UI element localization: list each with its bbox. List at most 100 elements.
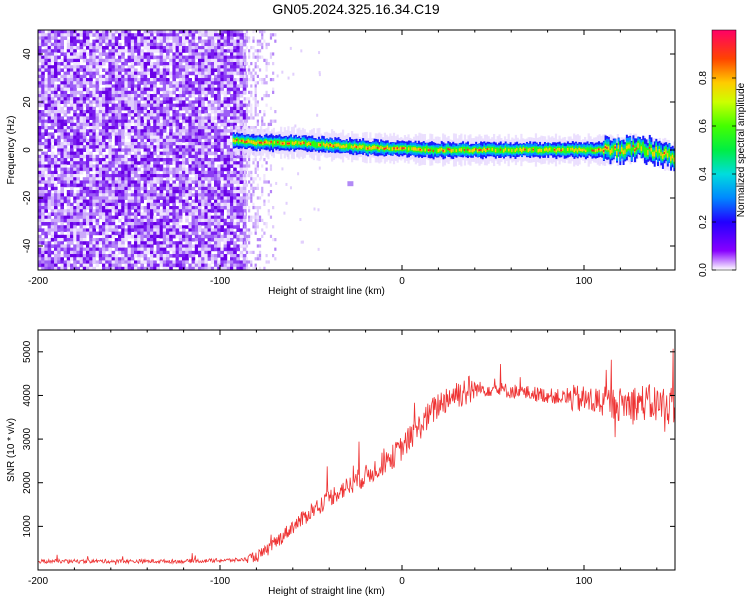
noise-cell <box>150 225 154 229</box>
noise-cell <box>223 154 228 159</box>
noise-cell <box>207 52 212 56</box>
noise-cell <box>121 190 125 194</box>
sparse-cell <box>256 257 259 261</box>
noise-cell <box>60 206 64 210</box>
noise-cell <box>150 167 154 172</box>
noise-cell <box>159 68 164 72</box>
noise-cell <box>121 116 125 120</box>
noise-cell <box>239 65 244 69</box>
noise-cell <box>102 164 106 168</box>
noise-cell <box>127 209 132 213</box>
noise-cell <box>114 161 119 165</box>
noise-cell <box>95 42 100 47</box>
noise-cell <box>198 126 202 130</box>
noise-cell <box>44 46 48 50</box>
noise-cell <box>146 202 151 207</box>
noise-cell <box>194 241 199 245</box>
faint-cell <box>318 166 321 170</box>
noise-cell <box>127 257 132 261</box>
noise-cell <box>230 87 234 92</box>
noise-cell <box>172 142 176 146</box>
noise-cell <box>172 228 176 232</box>
noise-cell <box>76 132 80 136</box>
noise-cell <box>172 58 176 63</box>
noise-cell <box>162 183 167 188</box>
noise-cell <box>47 62 52 66</box>
noise-cell <box>150 116 154 120</box>
faint-cell <box>318 71 321 75</box>
noise-cell <box>162 126 167 130</box>
noise-cell <box>66 100 71 104</box>
noise-cell <box>156 78 160 82</box>
noise-cell <box>54 103 58 108</box>
noise-cell <box>220 55 224 60</box>
noise-cell <box>95 170 100 175</box>
noise-cell <box>50 186 55 191</box>
noise-cell <box>191 170 196 175</box>
noise-cell <box>140 212 144 216</box>
noise-cell <box>95 225 100 229</box>
noise-cell <box>48 270 52 274</box>
noise-cell <box>108 244 112 248</box>
noise-cell <box>201 202 205 207</box>
noise-cell <box>137 270 141 274</box>
noise-cell <box>89 154 93 159</box>
noise-cell <box>236 199 240 204</box>
sparse-cell <box>258 42 262 46</box>
sparse-cell <box>265 94 268 98</box>
noise-cell <box>226 103 231 108</box>
noise-cell <box>44 167 48 172</box>
noise-cell <box>198 33 202 37</box>
noise-cell <box>207 142 212 146</box>
noise-cell <box>236 196 240 200</box>
noise-cell <box>79 193 84 197</box>
noise-cell <box>217 222 221 226</box>
noise-cell <box>44 228 48 232</box>
noise-cell <box>162 161 167 165</box>
noise-cell <box>191 231 196 236</box>
noise-cell <box>226 46 231 50</box>
noise-cell <box>236 164 240 168</box>
noise-cell <box>162 158 167 162</box>
noise-cell <box>60 167 64 172</box>
noise-cell <box>242 257 247 261</box>
noise-cell <box>150 170 154 175</box>
noise-cell <box>182 263 186 268</box>
noise-cell <box>223 116 228 120</box>
noise-cell <box>60 132 64 136</box>
noise-cell <box>137 71 141 76</box>
noise-cell <box>162 260 167 264</box>
noise-cell <box>124 177 128 181</box>
noise-cell <box>60 183 64 188</box>
noise-cell <box>105 90 109 95</box>
sparse-cell <box>254 94 257 98</box>
noise-cell <box>79 190 84 194</box>
noise-cell <box>57 135 61 140</box>
noise-cell <box>150 55 154 60</box>
noise-cell <box>127 266 132 270</box>
noise-cell <box>182 154 186 159</box>
noise-cell <box>188 58 192 63</box>
noise-cell <box>70 225 74 229</box>
noise-cell <box>47 30 52 34</box>
noise-cell <box>130 158 135 162</box>
noise-cell <box>166 87 170 92</box>
noise-cell <box>44 158 48 162</box>
noise-cell <box>204 170 208 175</box>
noise-cell <box>118 97 122 101</box>
noise-cell <box>223 135 228 140</box>
noise-cell <box>140 222 144 226</box>
noise-cell <box>239 126 244 130</box>
noise-cell <box>130 58 135 63</box>
noise-cell <box>214 81 218 85</box>
noise-cell <box>66 49 71 53</box>
noise-cell <box>76 138 80 143</box>
noise-cell <box>111 241 116 245</box>
noise-cell <box>239 100 244 104</box>
noise-cell <box>178 135 183 140</box>
noise-cell <box>57 103 61 108</box>
noise-cell <box>230 183 234 188</box>
noise-cell <box>156 113 160 117</box>
noise-cell <box>38 71 42 76</box>
noise-cell <box>82 94 87 98</box>
